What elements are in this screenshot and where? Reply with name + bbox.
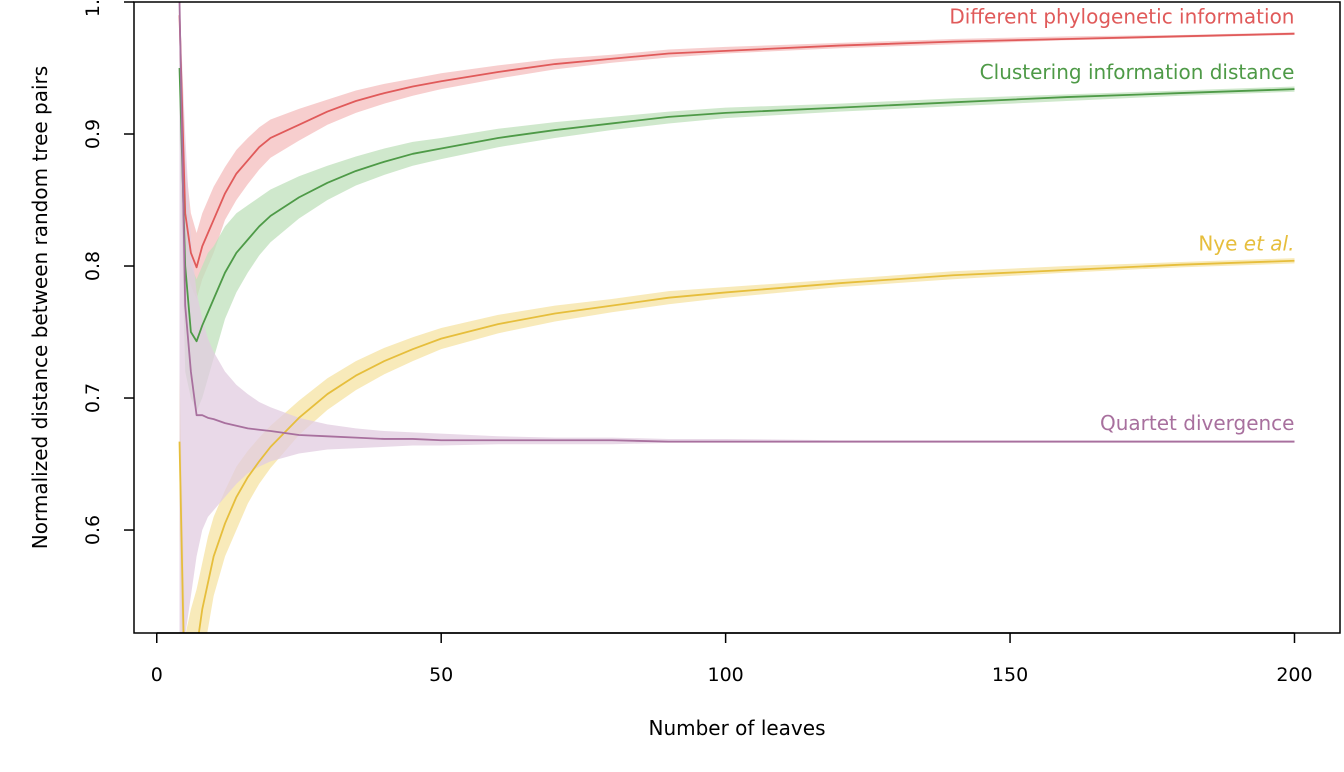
series-line-nye-et-al <box>178 259 1295 633</box>
x-tick-label: 200 <box>1276 664 1312 686</box>
band-different-phylogenetic-information <box>179 2 1295 300</box>
band-nye-et-al <box>179 258 1295 633</box>
series-label-different-phylogenetic-information: Different phylogenetic information <box>949 5 1294 29</box>
y-tick-label: 0.8 <box>82 251 104 281</box>
x-axis: 0 50 100 150 200 <box>151 632 1313 686</box>
series-line-quartet-divergence <box>178 2 1295 443</box>
y-tick-label: 0.9 <box>82 119 104 149</box>
series-labels: Different phylogenetic information Cluste… <box>949 5 1294 436</box>
y-axis: 0.6 0.7 0.8 0.9 1.0 <box>82 0 134 545</box>
x-tick-label: 100 <box>707 664 743 686</box>
series-label-part: Different phylogenetic information <box>949 5 1294 29</box>
series-label-part: Quartet divergence <box>1100 411 1294 435</box>
series-label-part: et al. <box>1244 232 1295 256</box>
y-tick-label: 0.6 <box>82 515 104 545</box>
x-axis-title: Number of leaves <box>648 716 825 740</box>
series-label-quartet-divergence: Quartet divergence <box>1100 411 1294 435</box>
series-line-different-phylogenetic-information <box>178 15 1295 269</box>
x-tick-label: 150 <box>992 664 1028 686</box>
x-tick-label: 0 <box>151 664 163 686</box>
series-line-clustering-information-distance <box>178 67 1295 343</box>
series-label-clustering-information-distance: Clustering information distance <box>980 60 1295 84</box>
y-tick-label: 1.0 <box>82 0 104 17</box>
confidence-bands <box>179 2 1295 633</box>
x-tick-label: 50 <box>429 664 453 686</box>
series-label-nye-et-al: Nye et al. <box>1198 232 1294 256</box>
y-axis-title: Normalized distance between random tree … <box>28 66 52 549</box>
series-label-part: Nye <box>1198 232 1243 256</box>
series-lines <box>178 2 1295 633</box>
series-label-part: Clustering information distance <box>980 60 1295 84</box>
y-tick-label: 0.7 <box>82 383 104 413</box>
band-clustering-information-distance <box>179 28 1295 412</box>
